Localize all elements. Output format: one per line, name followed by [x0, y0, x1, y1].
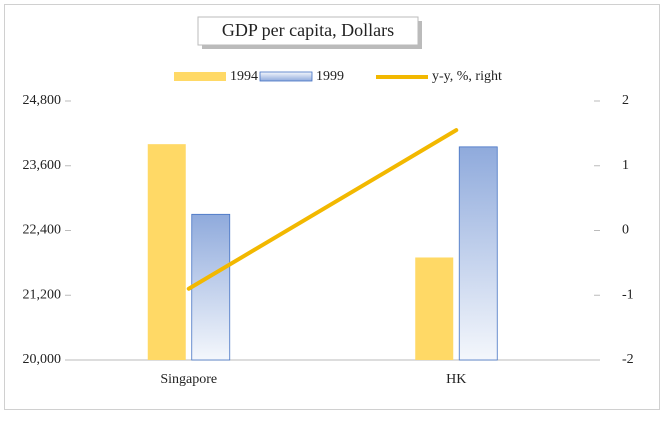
bar — [458, 146, 498, 361]
chart-frame — [4, 4, 660, 410]
y2-tick-label: -1 — [622, 287, 634, 302]
line-series — [186, 128, 459, 291]
y2-tick-label: -2 — [622, 352, 634, 367]
x-tick-label: HK — [446, 372, 466, 387]
legend-label: 1999 — [316, 69, 344, 84]
chart-title: GDP per capita, Dollars — [222, 20, 394, 40]
bar — [415, 257, 454, 360]
y-tick-label: 24,800 — [23, 93, 62, 108]
bar — [191, 213, 231, 361]
y-tick-label: 21,200 — [23, 287, 62, 302]
title-box — [197, 16, 419, 46]
legend-label: 1994 — [230, 69, 258, 84]
bar — [147, 144, 186, 360]
y2-tick-label: 1 — [622, 158, 629, 173]
y-tick-label: 20,000 — [23, 352, 62, 367]
x-tick-label: Singapore — [160, 372, 217, 387]
legend-swatch — [174, 72, 226, 81]
legend-label: y-y, %, right — [432, 69, 502, 84]
y-tick-label: 23,600 — [23, 158, 62, 173]
y2-tick-label: 2 — [622, 93, 629, 108]
y-tick-label: 22,400 — [23, 223, 62, 238]
y2-tick-label: 0 — [622, 223, 629, 238]
legend-swatch — [259, 71, 313, 82]
